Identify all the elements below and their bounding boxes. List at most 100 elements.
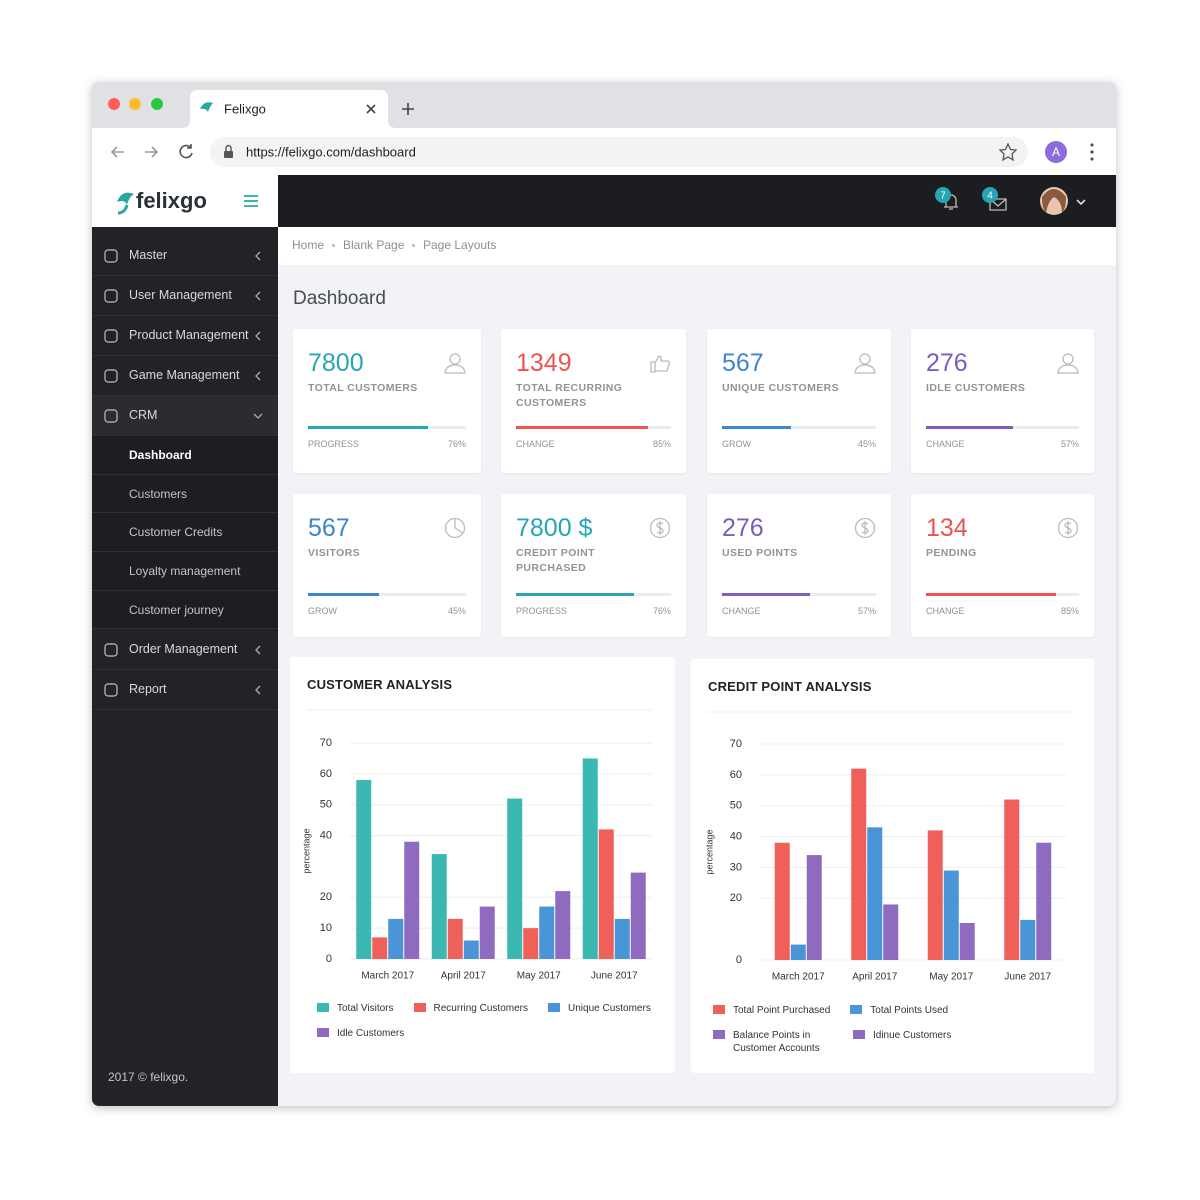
menu-item[interactable]: Game Management xyxy=(92,356,278,396)
breadcrumb-item[interactable]: Page Layouts xyxy=(423,238,497,252)
legend-item[interactable]: Unique Customers xyxy=(548,1002,651,1015)
bar xyxy=(943,870,959,960)
bar xyxy=(598,829,614,959)
submenu-item[interactable]: Customer Credits xyxy=(92,513,278,553)
bookmark-star[interactable] xyxy=(998,142,1018,162)
meter-label: GROW xyxy=(308,606,337,616)
legend-label: Total Points Used xyxy=(870,1005,949,1016)
bar xyxy=(539,906,555,959)
breadcrumb-item[interactable]: Blank Page xyxy=(343,238,405,252)
y-tick-label: 70 xyxy=(730,738,742,750)
submenu-item[interactable]: Dashboard xyxy=(92,436,278,475)
stat-card[interactable]: 276 IDLE CUSTOMERS CHANGE 57% xyxy=(911,329,1094,473)
legend-swatch xyxy=(713,1005,725,1014)
stat-icon xyxy=(444,353,466,374)
stat-card[interactable]: 276 USED POINTS CHANGE 57% xyxy=(707,494,891,637)
menu-item[interactable]: Order Management xyxy=(92,630,278,670)
meter-label: GROW xyxy=(722,439,751,449)
menu-icon xyxy=(104,682,118,697)
legend-item[interactable]: Recurring Customers xyxy=(413,1002,528,1015)
icon-shape xyxy=(104,329,118,343)
menu-label: Product Management xyxy=(129,328,249,342)
legend-item[interactable]: Total Point Purchased xyxy=(713,1004,830,1017)
x-tick-label: May 2017 xyxy=(517,971,561,982)
chevron xyxy=(255,331,261,341)
meter-percent: 85% xyxy=(652,439,671,449)
legend-label: Idinue Customers xyxy=(873,1030,952,1041)
bar xyxy=(1020,919,1036,960)
legend-swatch xyxy=(713,1030,725,1039)
chart-plot: percentage 0 20 30 40 50 60 70 March 2017 April 2… xyxy=(704,711,1071,983)
bar xyxy=(630,872,646,959)
stat-card[interactable]: 567 VISITORS GROW 45% xyxy=(293,494,481,637)
menu-label: Master xyxy=(129,248,168,262)
forward-button[interactable] xyxy=(145,146,159,158)
menu-label: Report xyxy=(129,681,167,696)
icon-shape xyxy=(1062,353,1074,365)
legend-item[interactable]: Total Points Used xyxy=(850,1004,948,1017)
submenu-item[interactable]: Customer journey xyxy=(92,590,278,630)
omnibox[interactable] xyxy=(210,137,1028,167)
stat-card[interactable]: 567 UNIQUE CUSTOMERS GROW 45% xyxy=(707,329,891,473)
app-header: felixgo 7 4 xyxy=(117,175,1116,227)
stat-card[interactable]: 7800 TOTAL CUSTOMERS PROGRESS 76% xyxy=(293,329,481,473)
menu-item[interactable]: User Management xyxy=(92,276,278,316)
reload-button[interactable] xyxy=(179,144,193,159)
bar xyxy=(479,906,495,959)
icon-shape xyxy=(1064,521,1072,535)
stat-label: PENDING xyxy=(926,547,977,559)
legend-label: Total Point Purchased xyxy=(733,1005,831,1016)
chevron xyxy=(253,413,263,419)
tab-favicon xyxy=(200,102,213,112)
icon-shape xyxy=(649,517,671,539)
user-menu-chevron[interactable] xyxy=(1076,199,1086,206)
tab-close[interactable] xyxy=(366,104,376,114)
stat-value: 1349 xyxy=(516,349,572,377)
stat-icon xyxy=(649,517,671,539)
bar xyxy=(431,854,447,959)
chevron xyxy=(255,685,261,694)
legend-label: Unique Customers xyxy=(568,1003,651,1014)
breadcrumb-item[interactable]: Home xyxy=(292,238,325,252)
stat-card[interactable]: 1349 TOTAL RECURRING CUSTOMERS CHANGE 85% xyxy=(501,329,686,473)
bar xyxy=(883,904,899,960)
meter-label: CHANGE xyxy=(926,606,965,616)
menu-item[interactable]: Report xyxy=(92,670,278,710)
progress-fill xyxy=(308,593,380,596)
stat-card[interactable]: 134 PENDING CHANGE 85% xyxy=(911,494,1094,637)
legend: Total Visitors Recurring Customers Unique … xyxy=(317,1002,662,1040)
legend-item[interactable]: Idle Customers xyxy=(317,1027,404,1040)
close-window[interactable] xyxy=(108,98,120,110)
profile-avatar[interactable] xyxy=(1045,141,1067,163)
icon-shape xyxy=(1057,364,1079,374)
menu-item[interactable]: CRM xyxy=(92,396,278,436)
legend-swatch xyxy=(548,1003,560,1012)
tab-title: Felixgo xyxy=(224,101,266,116)
stat-icon xyxy=(650,355,670,373)
legend-item[interactable]: Idinue Customers xyxy=(853,1029,951,1042)
stat-value: 276 xyxy=(926,349,968,377)
submenu-item[interactable]: Customers xyxy=(92,474,278,514)
menu-item[interactable]: Product Management xyxy=(92,316,278,356)
stat-card[interactable]: 7800 $ CREDIT POINT PURCHASED PROGRESS 76% xyxy=(501,494,686,637)
x-tick-label: June 2017 xyxy=(1004,972,1051,983)
stat-label: UNIQUE CUSTOMERS xyxy=(722,382,840,394)
y-tick-label: 50 xyxy=(320,799,332,811)
back-button[interactable] xyxy=(110,146,124,158)
bar xyxy=(356,780,372,959)
menu-toggle[interactable] xyxy=(244,195,258,207)
maximize-window[interactable] xyxy=(151,98,163,110)
x-tick-label: April 2017 xyxy=(852,972,897,983)
active-tab[interactable] xyxy=(182,90,396,128)
legend-item[interactable]: Total Visitors xyxy=(317,1002,394,1015)
bar xyxy=(507,798,523,959)
submenu-item[interactable]: Loyalty management xyxy=(92,552,278,591)
sidebar-footer: 2017 © felixgo. xyxy=(108,1070,189,1084)
new-tab[interactable] xyxy=(402,103,414,115)
menu-item[interactable]: Master xyxy=(92,236,278,276)
bar xyxy=(614,918,630,959)
menu-button[interactable] xyxy=(1090,157,1094,161)
minimize-window[interactable] xyxy=(129,98,141,110)
legend-item[interactable]: Balance Points in Customer Accounts xyxy=(713,1029,833,1055)
stat-value: 567 xyxy=(722,349,764,377)
